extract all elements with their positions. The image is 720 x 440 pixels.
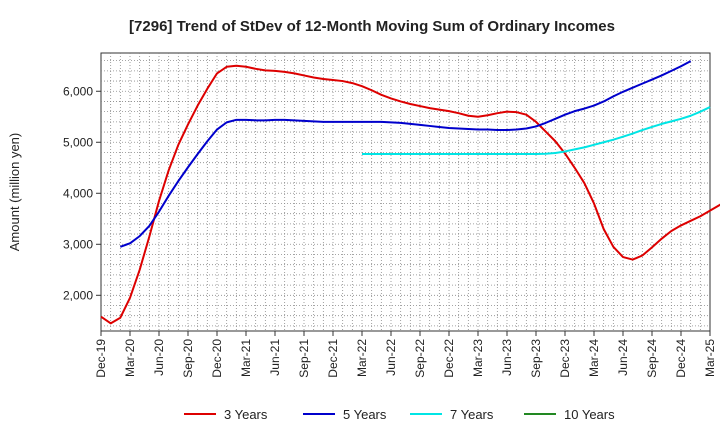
legend-label-7-years: 7 Years bbox=[450, 407, 494, 422]
x-tick-label: Mar-23 bbox=[471, 339, 485, 377]
y-tick-label: 6,000 bbox=[63, 84, 93, 98]
y-axis-label: Amount (million yen) bbox=[7, 133, 22, 252]
legend: 3 Years 5 Years 7 Years 10 Years bbox=[184, 407, 615, 422]
x-tick-label: Dec-21 bbox=[326, 339, 340, 378]
x-axis: Dec-19 Mar-20 Jun-20 Sep-20 Dec-20 Mar-21 Jun-… bbox=[94, 331, 717, 378]
x-tick-label: Sep-20 bbox=[181, 339, 195, 378]
x-tick-label: Jun-21 bbox=[268, 339, 282, 376]
x-tick-label: Sep-24 bbox=[645, 339, 659, 378]
x-tick-label: Sep-22 bbox=[413, 339, 427, 378]
y-tick-label: 5,000 bbox=[63, 135, 93, 149]
x-tick-label: Dec-22 bbox=[442, 339, 456, 378]
legend-label-5-years: 5 Years bbox=[343, 407, 387, 422]
x-tick-label: Mar-20 bbox=[123, 339, 137, 377]
x-tick-label: Dec-23 bbox=[558, 339, 572, 378]
x-tick-label: Dec-20 bbox=[210, 339, 224, 378]
x-tick-label: Jun-24 bbox=[616, 339, 630, 376]
series-line-7-years bbox=[362, 106, 711, 155]
series-line-5-years bbox=[119, 60, 692, 248]
x-tick-label: Mar-22 bbox=[355, 339, 369, 377]
x-tick-label: Mar-21 bbox=[239, 339, 253, 377]
grid bbox=[101, 53, 710, 331]
chart-title: [7296] Trend of StDev of 12-Month Moving… bbox=[129, 18, 615, 35]
x-tick-label: Mar-24 bbox=[587, 339, 601, 377]
x-tick-label: Mar-25 bbox=[703, 339, 717, 377]
series-group bbox=[100, 60, 720, 325]
y-tick-label: 3,000 bbox=[63, 237, 93, 251]
y-tick-label: 4,000 bbox=[63, 186, 93, 200]
x-tick-label: Dec-19 bbox=[94, 339, 108, 378]
x-tick-label: Sep-23 bbox=[529, 339, 543, 378]
x-tick-label: Jun-20 bbox=[152, 339, 166, 376]
legend-label-3-years: 3 Years bbox=[224, 407, 268, 422]
legend-label-10-years: 10 Years bbox=[564, 407, 615, 422]
series-line-3-years bbox=[100, 64, 720, 325]
x-tick-label: Jun-22 bbox=[384, 339, 398, 376]
x-tick-label: Sep-21 bbox=[297, 339, 311, 378]
x-tick-label: Jun-23 bbox=[500, 339, 514, 376]
x-tick-label: Dec-24 bbox=[674, 339, 688, 378]
y-axis: 2,000 3,000 4,000 5,000 6,000 bbox=[63, 84, 101, 302]
y-tick-label: 2,000 bbox=[63, 288, 93, 302]
